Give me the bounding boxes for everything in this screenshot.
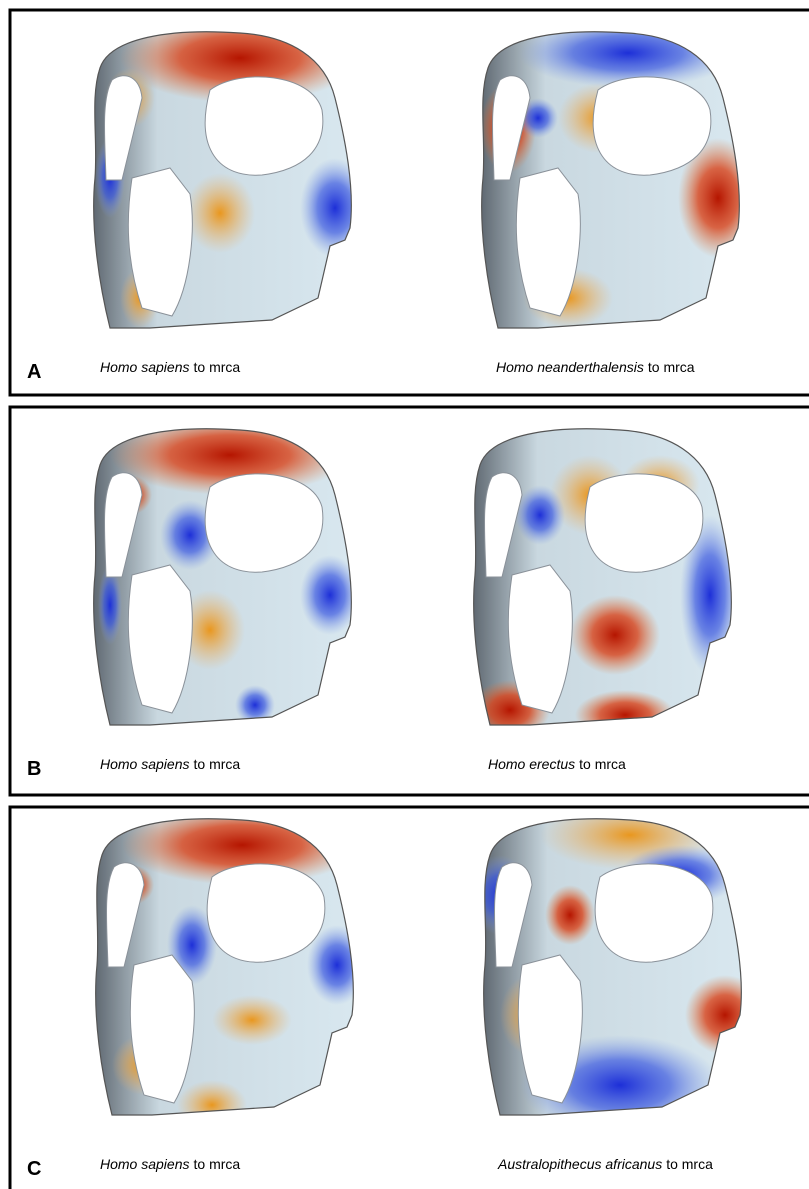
color-patch	[575, 690, 675, 740]
species-name: Homo neanderthalensis	[496, 359, 644, 375]
caption-suffix: to mrca	[194, 359, 241, 375]
caption-suffix: to mrca	[194, 756, 241, 772]
panel-label: C	[27, 1158, 41, 1180]
color-patch	[212, 995, 292, 1045]
skull	[90, 415, 360, 730]
caption-suffix: to mrca	[666, 1156, 713, 1172]
skull	[90, 13, 370, 333]
color-patch	[300, 158, 370, 258]
skull	[92, 805, 367, 1130]
skull-surface	[478, 18, 758, 333]
caption-suffix: to mrca	[194, 1156, 241, 1172]
figure: AHomo sapiensto mrcaHomo neanderthalensi…	[0, 0, 809, 1189]
color-patch	[515, 485, 565, 545]
color-patch	[545, 885, 595, 945]
panel-label: A	[27, 361, 41, 383]
species-name: Australopithecus africanus	[497, 1156, 662, 1172]
species-name: Homo sapiens	[100, 1156, 190, 1172]
color-patch	[518, 18, 738, 88]
skull-surface	[470, 800, 765, 1135]
species-name: Homo sapiens	[100, 756, 190, 772]
skull	[470, 800, 765, 1135]
species-name: Homo sapiens	[100, 359, 190, 375]
species-name: Homo erectus	[488, 756, 575, 772]
skull-surface	[90, 13, 370, 333]
caption-suffix: to mrca	[579, 756, 626, 772]
panel-label: B	[27, 758, 41, 780]
skull	[470, 425, 740, 740]
skull	[478, 18, 758, 333]
caption-suffix: to mrca	[648, 359, 695, 375]
color-patch	[685, 975, 765, 1055]
color-patch	[570, 595, 660, 675]
color-patch	[185, 173, 255, 253]
skull-surface	[90, 415, 360, 730]
skull-renderings	[90, 13, 765, 1135]
color-patch	[177, 1080, 247, 1130]
